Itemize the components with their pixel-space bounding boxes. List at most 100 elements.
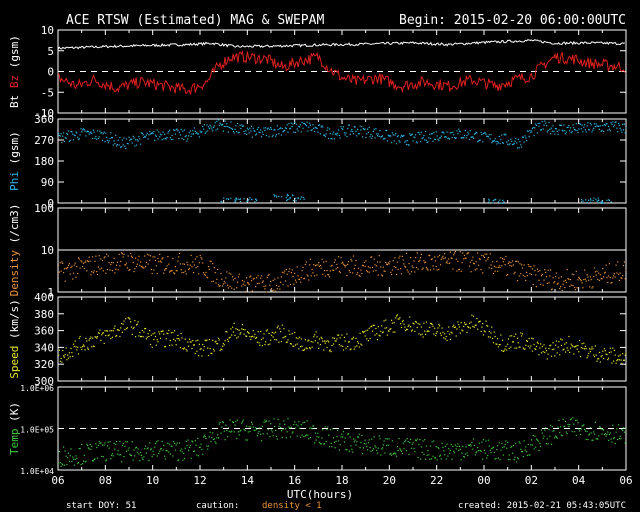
data-point <box>382 444 384 446</box>
data-point <box>332 428 334 430</box>
data-point <box>354 439 356 441</box>
data-point <box>551 130 553 132</box>
data-point <box>584 269 586 271</box>
data-point <box>70 347 72 350</box>
data-point <box>475 452 477 454</box>
data-point <box>386 327 388 329</box>
data-point <box>155 344 157 346</box>
data-point <box>560 344 562 346</box>
data-point <box>438 268 440 270</box>
data-point <box>379 261 381 263</box>
data-point <box>144 448 146 450</box>
data-point <box>281 436 283 438</box>
data-point <box>182 459 184 461</box>
data-point <box>388 438 390 440</box>
data-point <box>295 197 297 199</box>
data-point <box>226 429 228 432</box>
data-point <box>264 343 266 346</box>
data-point <box>279 423 281 425</box>
data-point <box>502 446 504 449</box>
data-point <box>389 453 391 455</box>
data-point <box>442 331 444 333</box>
data-point <box>598 128 601 130</box>
data-point <box>99 130 101 132</box>
data-point <box>264 129 266 131</box>
data-point <box>138 453 140 455</box>
x-axis-label: UTC(hours) <box>287 488 353 501</box>
data-point <box>208 127 210 130</box>
data-point <box>558 341 560 343</box>
data-point <box>519 442 521 444</box>
data-point <box>500 202 502 204</box>
data-point <box>589 348 591 350</box>
data-point <box>577 345 579 347</box>
data-point <box>255 134 257 136</box>
data-point <box>200 256 202 259</box>
data-point <box>272 336 274 338</box>
data-point <box>425 333 427 335</box>
data-point <box>305 347 307 349</box>
data-point <box>328 434 330 436</box>
data-point <box>535 286 538 288</box>
data-point <box>320 267 322 269</box>
data-point <box>574 431 576 433</box>
data-point <box>533 448 535 450</box>
data-point <box>622 123 624 125</box>
data-point <box>298 278 300 280</box>
data-point <box>489 449 491 451</box>
data-point <box>219 421 221 423</box>
data-point <box>220 272 222 275</box>
data-point <box>100 258 102 260</box>
data-point <box>381 325 383 327</box>
data-point <box>290 426 292 428</box>
data-point <box>94 260 96 262</box>
data-point <box>516 280 519 282</box>
data-point <box>545 427 547 429</box>
data-point <box>178 256 180 258</box>
data-point <box>589 433 591 435</box>
data-point <box>324 135 326 137</box>
data-point <box>167 333 169 335</box>
data-point <box>579 277 581 279</box>
data-point <box>331 264 333 266</box>
data-point <box>550 127 553 129</box>
data-point <box>595 354 597 356</box>
data-point <box>251 335 253 337</box>
data-point <box>322 126 324 128</box>
data-point <box>608 439 610 441</box>
data-point <box>286 341 288 343</box>
data-point <box>117 450 119 452</box>
data-point <box>260 129 262 131</box>
data-point <box>87 260 89 262</box>
data-point <box>208 436 210 438</box>
data-point <box>397 135 399 137</box>
data-point <box>322 429 324 431</box>
data-point <box>240 127 242 130</box>
data-point <box>78 337 80 339</box>
data-point <box>133 137 135 139</box>
data-point <box>244 284 246 286</box>
data-point <box>391 319 393 321</box>
data-point <box>458 269 460 271</box>
data-point <box>176 338 178 340</box>
data-point <box>385 319 387 321</box>
data-point <box>175 128 177 131</box>
data-point <box>380 454 382 456</box>
data-point <box>266 433 268 435</box>
data-point <box>585 131 587 133</box>
data-point <box>592 439 594 441</box>
data-point <box>318 124 321 126</box>
data-point <box>149 255 152 257</box>
data-point <box>323 443 326 445</box>
data-point <box>388 330 390 332</box>
data-point <box>524 348 526 350</box>
data-point <box>594 271 596 273</box>
data-point <box>458 445 461 447</box>
data-point <box>439 455 441 457</box>
data-point <box>270 334 273 336</box>
data-point <box>241 125 244 127</box>
data-point <box>158 131 160 133</box>
data-point <box>386 334 388 336</box>
series-line <box>57 39 625 50</box>
data-point <box>226 123 228 125</box>
